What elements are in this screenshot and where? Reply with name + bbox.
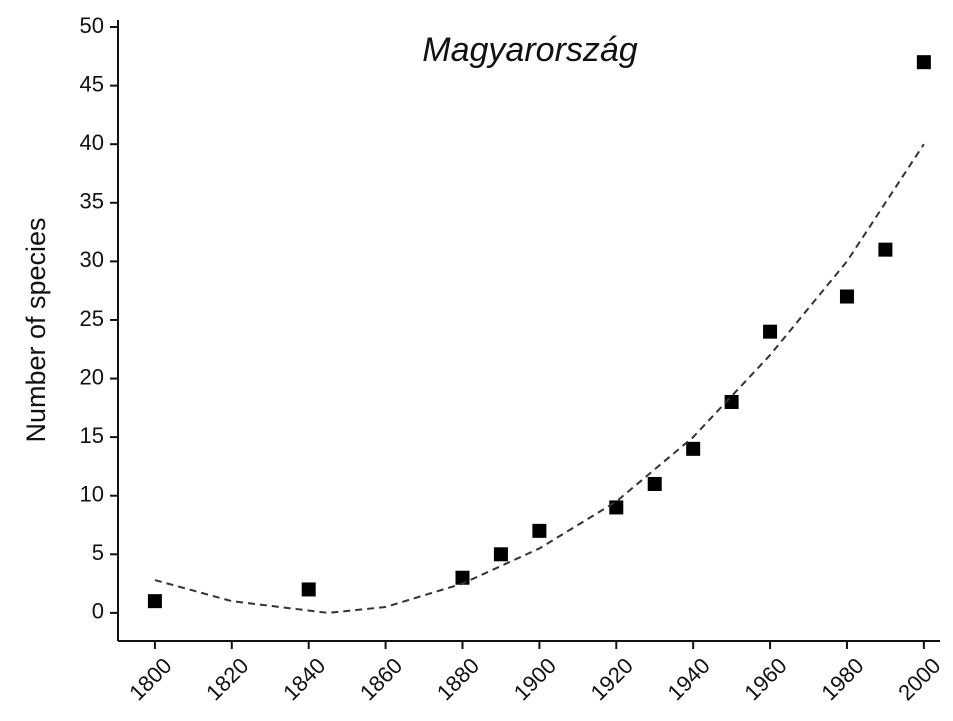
data-point — [763, 324, 778, 339]
x-tick-label: 1920 — [586, 653, 638, 705]
data-point — [609, 500, 624, 515]
data-point — [301, 582, 316, 597]
y-tick-label: 0 — [92, 599, 104, 624]
y-tick-label: 15 — [80, 423, 104, 448]
y-tick-label: 35 — [80, 189, 104, 214]
data-point — [532, 523, 547, 538]
x-tick-label: 1860 — [355, 653, 407, 705]
x-tick-label: 1800 — [124, 653, 176, 705]
x-tick-label: 1940 — [663, 653, 715, 705]
data-point — [839, 289, 854, 304]
data-point — [455, 570, 470, 585]
data-point — [647, 476, 662, 491]
chart-title: Magyarország — [422, 31, 638, 69]
y-tick-label: 30 — [80, 247, 104, 272]
data-point — [686, 441, 701, 456]
x-tick-label: 1960 — [739, 653, 791, 705]
y-axis-label: Number of species — [21, 217, 51, 442]
y-tick-label: 25 — [80, 306, 104, 331]
y-tick-label: 20 — [80, 364, 104, 389]
y-tick-label: 10 — [80, 482, 104, 507]
x-tick-label: 1980 — [816, 653, 868, 705]
y-tick-label: 40 — [80, 130, 104, 155]
y-tick-label: 45 — [80, 71, 104, 96]
data-point — [493, 547, 508, 562]
data-point — [916, 55, 931, 70]
x-tick-label: 1820 — [201, 653, 253, 705]
data-point — [878, 242, 893, 257]
y-tick-label: 50 — [80, 13, 104, 38]
x-tick-label: 1880 — [432, 653, 484, 705]
y-tick-label: 5 — [92, 540, 104, 565]
fit-line — [154, 143, 925, 614]
data-point — [147, 594, 162, 609]
x-tick-label: 1840 — [278, 653, 330, 705]
x-tick-label: 2000 — [893, 653, 945, 705]
x-tick-label: 1900 — [509, 653, 561, 705]
